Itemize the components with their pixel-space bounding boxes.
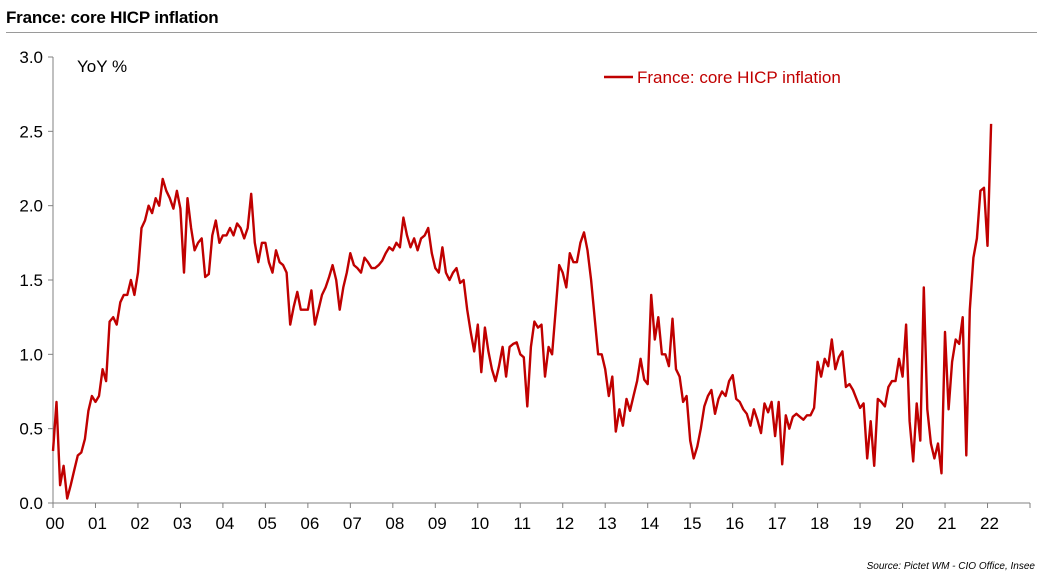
x-tick-label: 13 bbox=[598, 514, 617, 533]
x-tick-label: 06 bbox=[300, 514, 319, 533]
y-axis-unit: YoY % bbox=[77, 57, 127, 76]
x-tick-label: 22 bbox=[980, 514, 999, 533]
x-tick-label: 07 bbox=[343, 514, 362, 533]
x-tick-label: 14 bbox=[640, 514, 659, 533]
chart-title: France: core HICP inflation bbox=[6, 8, 219, 27]
x-tick-label: 12 bbox=[555, 514, 574, 533]
x-tick-label: 03 bbox=[173, 514, 192, 533]
series-line-core-hicp bbox=[51, 123, 993, 500]
y-tick-label: 1.0 bbox=[19, 345, 43, 364]
y-tick-label: 0.5 bbox=[19, 420, 43, 439]
x-tick-label: 02 bbox=[130, 514, 149, 533]
x-tick-label: 17 bbox=[768, 514, 787, 533]
title-divider bbox=[6, 32, 1037, 33]
x-tick-label: 15 bbox=[683, 514, 702, 533]
series-group bbox=[51, 123, 993, 500]
x-tick-label: 05 bbox=[258, 514, 277, 533]
x-tick-label: 19 bbox=[853, 514, 872, 533]
x-tick-label: 21 bbox=[938, 514, 957, 533]
x-tick-label: 20 bbox=[895, 514, 914, 533]
x-tick-label: 00 bbox=[46, 514, 65, 533]
y-ticks: 0.0 0.5 1.0 1.5 2.0 2.5 3.0 bbox=[19, 48, 53, 513]
x-tick-label: 16 bbox=[725, 514, 744, 533]
legend-label: France: core HICP inflation bbox=[637, 68, 841, 87]
x-tick-label: 18 bbox=[810, 514, 829, 533]
source-note: Source: Pictet WM - CIO Office, Insee bbox=[866, 561, 1035, 572]
x-tick-label: 11 bbox=[513, 514, 531, 533]
axes bbox=[52, 57, 1030, 504]
x-ticks: 00 01 02 03 04 05 06 07 08 09 10 11 12 13 14 15 16 17 18 19… bbox=[46, 503, 1031, 533]
x-tick-label: 01 bbox=[88, 514, 107, 533]
y-tick-label: 1.5 bbox=[19, 271, 43, 290]
x-tick-label: 10 bbox=[470, 514, 489, 533]
y-tick-label: 3.0 bbox=[19, 48, 43, 67]
x-tick-label: 08 bbox=[385, 514, 404, 533]
legend: France: core HICP inflation bbox=[604, 68, 841, 87]
y-tick-label: 2.0 bbox=[19, 197, 43, 216]
y-tick-label: 0.0 bbox=[19, 494, 43, 513]
x-tick-label: 04 bbox=[215, 514, 234, 533]
y-tick-label: 2.5 bbox=[19, 122, 43, 141]
x-tick-label: 09 bbox=[428, 514, 447, 533]
